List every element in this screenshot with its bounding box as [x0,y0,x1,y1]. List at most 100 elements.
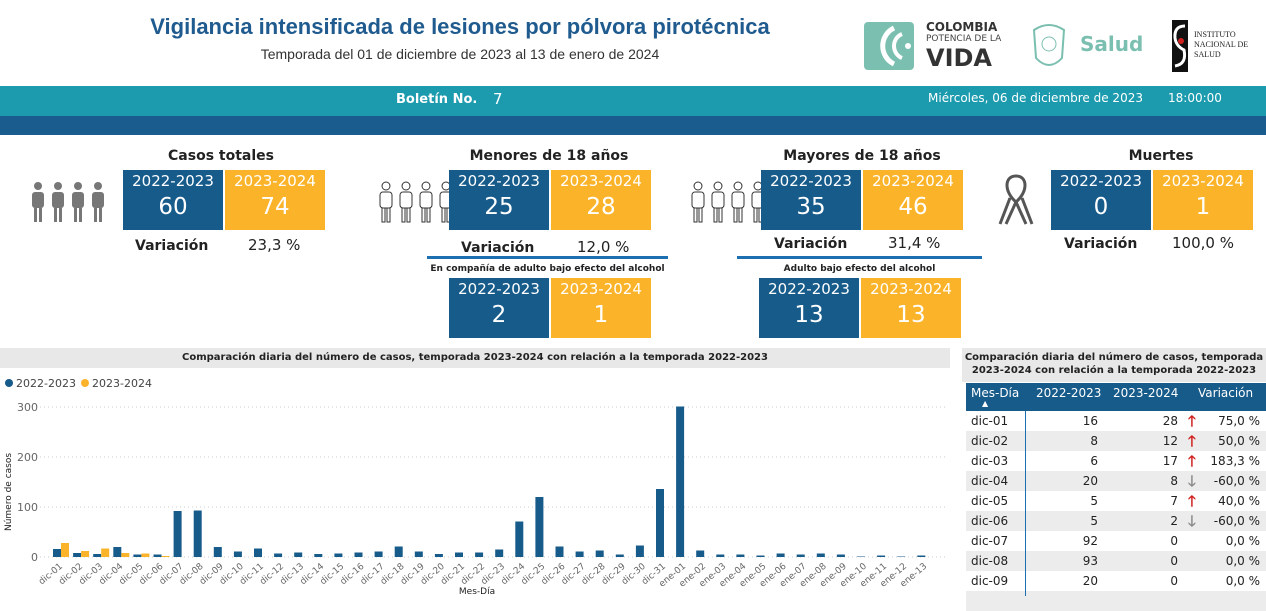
y-tick-label: 0 [31,551,38,564]
bar-2022-2023-dic-09[interactable] [213,547,222,557]
bar-2022-2023-ene-03[interactable] [716,554,725,558]
kpi-subtitle: Adulto bajo efecto del alcohol [783,264,936,274]
bar-2022-2023-dic-22[interactable] [475,552,484,558]
bulletin-time: 18:00:00 [1168,91,1222,105]
bar-2023-2024-dic-06[interactable] [161,556,170,557]
cell-variation: 0,0 % [1225,574,1260,588]
bar-2022-2023-dic-30[interactable] [635,545,644,558]
cell-2023: 12 [1162,434,1178,448]
bar-2022-2023-dic-19[interactable] [414,551,423,558]
legend-label[interactable]: 2022-2023 [16,377,76,390]
bar-2022-2023-ene-07[interactable] [796,554,805,558]
table-row: dic-04 20 8 🡓 -60,0 % [966,471,1266,491]
variation-value: 12,0 % [577,238,630,256]
divider [737,256,982,259]
bar-2022-2023-dic-13[interactable] [294,552,303,558]
bar-2022-2023-dic-20[interactable] [434,554,443,557]
cell-2023: 0 [1170,554,1178,568]
bar-2022-2023-dic-24[interactable] [515,521,524,558]
cell-2022: 5 [1090,494,1098,508]
kpi-2023-box: 2023-2024 74 [225,170,325,230]
bar-2022-2023-dic-10[interactable] [233,551,242,558]
table-row: dic-05 5 7 🡑 40,0 % [966,491,1266,511]
bar-2022-2023-dic-03[interactable] [93,554,102,557]
bar-2023-2024-dic-02[interactable] [81,551,90,557]
bar-2022-2023-dic-14[interactable] [314,554,323,557]
arrow-up-icon: 🡑 [1188,492,1196,510]
bar-2022-2023-dic-11[interactable] [254,548,262,558]
legend-marker [5,379,13,387]
col-mes-dia[interactable]: Mes-Día [971,386,1020,400]
table-row: dic-09 20 0 0,0 % [966,571,1266,591]
sub-2022-box: 2022-2023 13 [759,278,859,338]
bar-2022-2023-dic-02[interactable] [73,553,82,557]
cell-2023: 17 [1162,454,1178,468]
bar-2023-2024-dic-05[interactable] [141,553,150,558]
bar-2022-2023-dic-16[interactable] [354,552,363,558]
y-tick-label: 300 [17,401,38,414]
bulletin-date: Miércoles, 06 de diciembre de 2023 [928,91,1143,105]
bar-2023-2024-dic-03[interactable] [101,548,110,558]
legend-marker [81,379,89,387]
col-2022[interactable]: 2022-2023 [1036,386,1102,400]
bar-2022-2023-dic-25[interactable] [535,497,544,557]
ins-logo: INSTITUTO NACIONAL DE SALUD [1172,20,1266,72]
bar-2022-2023-dic-17[interactable] [374,551,383,558]
bar-2022-2023-dic-05[interactable] [133,554,142,558]
bar-2022-2023-ene-13[interactable] [917,555,926,558]
bar-2023-2024-dic-01[interactable] [61,543,69,557]
cell-2023: 7 [1170,494,1178,508]
variation-value: 23,3 % [248,236,301,254]
logo-text: COLOMBIA [926,20,998,34]
bar-2022-2023-dic-18[interactable] [394,546,403,558]
bar-2022-2023-ene-04[interactable] [736,554,745,558]
bar-2022-2023-ene-10[interactable] [857,556,865,558]
bar-2022-2023-ene-01[interactable] [676,406,685,558]
bar-2022-2023-ene-12[interactable] [897,556,906,558]
kpi-2022-box: 2022-2023 0 [1051,170,1151,230]
bar-2022-2023-dic-29[interactable] [615,554,624,558]
bar-2022-2023-dic-21[interactable] [455,552,463,558]
sort-asc-icon[interactable]: ▲ [982,399,989,408]
bar-2022-2023-dic-01[interactable] [53,549,61,557]
y-tick-label: 100 [17,501,38,514]
cell-2023: 2 [1170,514,1178,528]
x-axis-label: Mes-Día [459,587,495,596]
bar-2022-2023-dic-31[interactable] [656,489,664,557]
col-2023[interactable]: 2023-2024 [1113,386,1179,400]
salud-logo: Salud [1024,20,1149,72]
bar-2022-2023-ene-11[interactable] [877,555,886,558]
bar-2022-2023-dic-15[interactable] [334,553,343,558]
bar-2022-2023-dic-27[interactable] [575,551,584,558]
cell-variation: 183,3 % [1210,454,1260,468]
logo-text: INSTITUTO [1194,30,1236,39]
variation-value: 100,0 % [1172,234,1234,252]
table-row: dic-02 8 12 🡑 50,0 % [966,431,1266,451]
bar-2022-2023-dic-04[interactable] [113,547,122,557]
bar-2022-2023-dic-08[interactable] [193,510,202,558]
bar-2022-2023-ene-06[interactable] [776,553,785,558]
col-variacion[interactable]: Variación [1198,386,1254,400]
legend-label[interactable]: 2023-2024 [92,377,152,390]
logo-text: Salud [1080,32,1144,56]
bar-2022-2023-ene-08[interactable] [816,553,825,558]
kpi-2023-box: 2023-2024 1 [1153,170,1253,230]
arrow-down-icon: 🡓 [1188,472,1196,490]
bar-2022-2023-ene-02[interactable] [696,550,705,558]
bar-2023-2024-dic-04[interactable] [121,553,130,557]
bar-2022-2023-ene-09[interactable] [836,554,845,558]
bar-2022-2023-dic-26[interactable] [555,546,564,558]
variation-value: 31,4 % [888,234,941,252]
logo-text: SALUD [1194,50,1221,59]
bar-2022-2023-dic-23[interactable] [495,549,504,558]
cell-variation: 40,0 % [1218,494,1260,508]
bar-2022-2023-dic-28[interactable] [595,550,604,558]
table-header: Mes-Día ▲ 2022-2023 2023-2024 Variación [966,383,1266,411]
cell-2022: 93 [1082,554,1098,568]
bar-2022-2023-ene-05[interactable] [756,555,765,558]
bar-2022-2023-dic-07[interactable] [173,511,182,557]
bar-2022-2023-dic-06[interactable] [153,554,162,558]
bar-2022-2023-dic-12[interactable] [274,553,283,558]
cell-variation: 75,0 % [1218,414,1260,428]
people-icon [32,182,104,222]
